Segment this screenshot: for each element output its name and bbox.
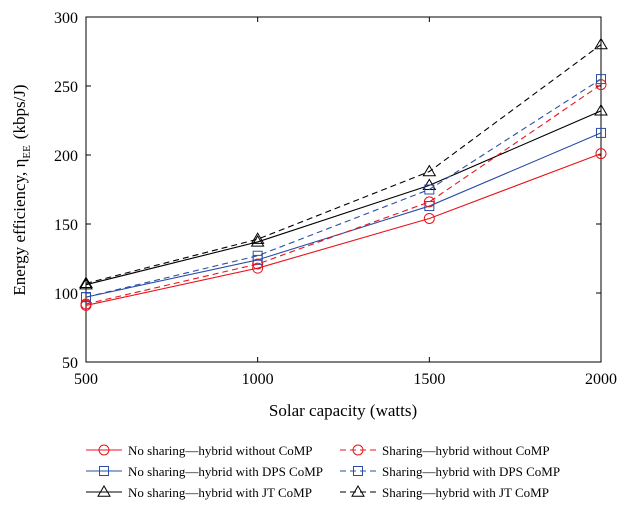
legend-label: Sharing—hybrid with JT CoMP xyxy=(382,485,549,500)
data-point xyxy=(424,184,435,195)
y-axis-label-unit: (kbps/J) xyxy=(10,84,29,139)
data-point xyxy=(594,37,608,50)
y-axis-label-subscript: EE xyxy=(21,145,33,159)
series-5 xyxy=(81,74,606,303)
y-axis-label-main: Energy efficiency, η xyxy=(10,159,29,296)
data-point xyxy=(594,103,608,116)
series-group xyxy=(79,37,608,311)
series-line xyxy=(85,78,602,298)
legend-marker xyxy=(99,466,109,476)
series-3 xyxy=(79,103,608,290)
legend-marker xyxy=(352,444,364,456)
plot-area xyxy=(85,16,602,363)
data-point xyxy=(423,196,435,208)
data-point xyxy=(423,212,435,224)
y-tick-label: 300 xyxy=(54,10,78,27)
data-point xyxy=(250,234,265,247)
legend-label: No sharing—hybrid with JT CoMP xyxy=(128,485,312,500)
data-point xyxy=(252,258,264,270)
legend-item: Sharing—hybrid with JT CoMP xyxy=(340,485,549,500)
data-point xyxy=(252,250,263,261)
legend-marker xyxy=(353,466,363,476)
legend: No sharing—hybrid without CoMP No sharing… xyxy=(86,443,560,500)
legend-marker xyxy=(351,485,365,497)
y-tick-label: 200 xyxy=(54,148,78,165)
y-tick-label: 250 xyxy=(54,79,78,96)
legend-label: No sharing—hybrid with DPS CoMP xyxy=(128,464,323,479)
legend-item: No sharing—hybrid with JT CoMP xyxy=(86,485,312,500)
legend-item: Sharing—hybrid without CoMP xyxy=(340,443,550,458)
legend-item: No sharing—hybrid without CoMP xyxy=(86,443,313,458)
legend-label: Sharing—hybrid without CoMP xyxy=(382,443,550,458)
legend-marker xyxy=(97,485,111,497)
y-axis-label: Energy efficiency, ηEE (kbps/J) xyxy=(10,84,33,295)
data-point xyxy=(596,127,606,138)
data-point xyxy=(252,262,264,274)
series-6 xyxy=(79,37,608,289)
data-point xyxy=(424,201,435,212)
x-tick-label: 2000 xyxy=(585,371,617,388)
x-tick-label: 1500 xyxy=(413,371,445,388)
y-tick-label: 50 xyxy=(62,355,78,372)
data-point xyxy=(422,164,437,177)
series-line xyxy=(85,132,602,298)
data-point xyxy=(79,277,93,290)
data-point xyxy=(595,148,607,160)
data-point xyxy=(80,298,92,310)
series-line xyxy=(85,153,602,306)
y-tick-label: 150 xyxy=(54,217,78,234)
legend-marker xyxy=(98,444,110,456)
x-tick-label: 1000 xyxy=(242,371,274,388)
legend-item: No sharing—hybrid with DPS CoMP xyxy=(86,464,323,479)
legend-label: Sharing—hybrid with DPS CoMP xyxy=(382,464,560,479)
x-axis-label: Solar capacity (watts) xyxy=(269,401,417,420)
data-point xyxy=(79,276,93,289)
data-point xyxy=(596,74,606,85)
axis-ticks: 500 1000 1500 2000 50 100 150 200 250 300 xyxy=(54,10,617,388)
series-line xyxy=(85,110,602,286)
legend-label: No sharing—hybrid without CoMP xyxy=(128,443,313,458)
y-tick-label: 100 xyxy=(54,286,78,303)
x-tick-label: 500 xyxy=(74,371,98,388)
legend-item: Sharing—hybrid with DPS CoMP xyxy=(340,464,560,479)
series-line xyxy=(85,84,602,305)
data-point xyxy=(250,232,265,244)
data-point xyxy=(81,292,91,303)
